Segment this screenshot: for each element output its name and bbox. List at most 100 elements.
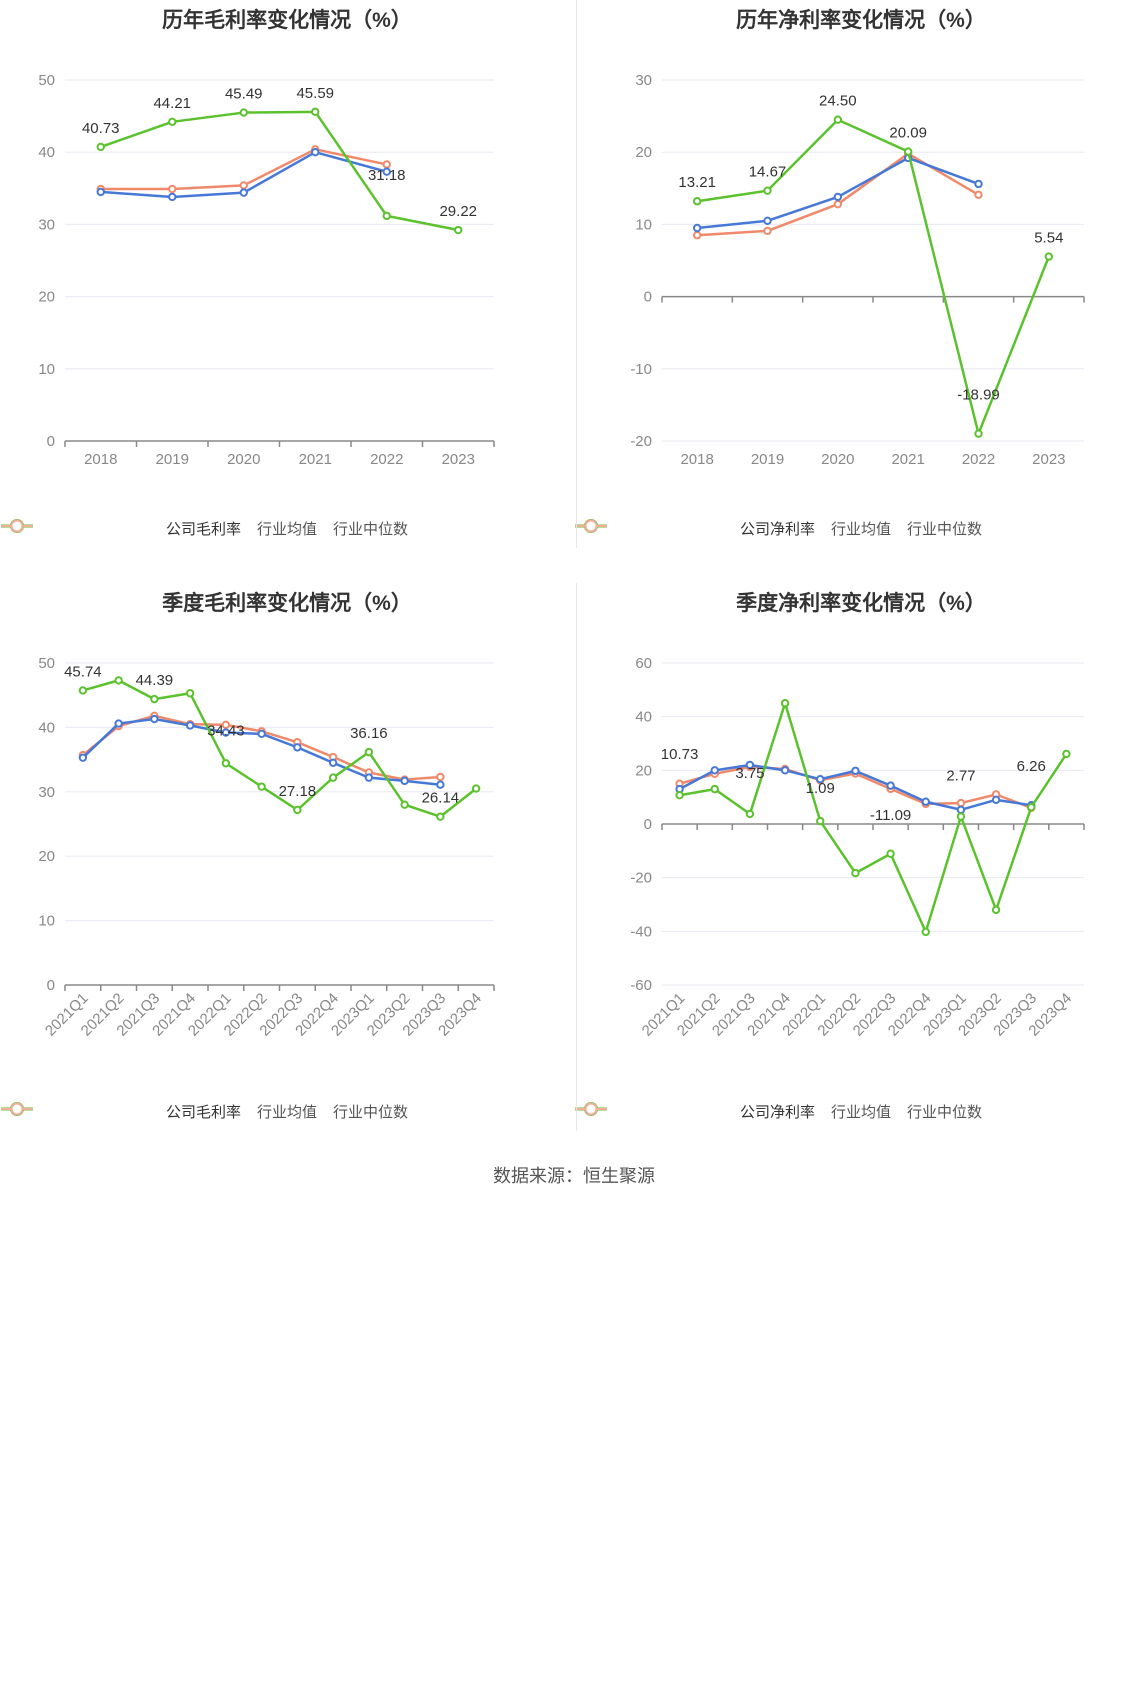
data-point: [185, 721, 195, 730]
y-tick-label: 40: [38, 719, 55, 736]
y-tick-label: -20: [630, 433, 652, 450]
y-tick-label: -10: [630, 361, 652, 378]
data-point: [675, 791, 684, 800]
data-point: [436, 812, 445, 821]
y-tick-label: 40: [38, 144, 55, 161]
data-point: [257, 729, 266, 739]
data-point: [168, 192, 177, 202]
data-point: [991, 905, 1001, 915]
data-label: 44.39: [136, 672, 174, 689]
data-point: [471, 784, 481, 793]
data-point: [763, 186, 772, 195]
data-point: [114, 676, 123, 685]
data-point: [921, 927, 930, 937]
chart-title: 历年净利率变化情况（%）: [736, 9, 986, 32]
y-tick-label: 20: [635, 762, 652, 779]
data-label: -18.99: [957, 387, 1000, 404]
chart-panel-quarterly-gross: 季度毛利率变化情况（%） 0 10 20 30 40 50 2021Q1 2021Q2 2021…: [0, 583, 574, 1166]
data-point: [239, 181, 248, 190]
data-point: [692, 231, 702, 240]
legend-marker-median-icon: [575, 519, 607, 533]
x-tick-label: 2023: [442, 451, 475, 468]
data-point: [886, 781, 895, 790]
chart-legend: 公司毛利率 行业均值 行业中位数: [0, 518, 574, 539]
legend-label: 公司净利率: [739, 1104, 815, 1121]
data-point: [185, 689, 195, 698]
y-tick-label: 0: [644, 289, 652, 306]
data-label: 20.09: [889, 125, 927, 142]
data-point: [400, 800, 409, 809]
chart-svg-annual-gross: 0 10 20 30 40 50 2018 2019 2020 2021 2022 2023 40.73…: [38, 72, 495, 468]
legend-item-median[interactable]: 行业中位数: [1, 1101, 409, 1122]
data-label: 40.73: [82, 120, 120, 137]
data-point: [851, 868, 860, 878]
data-point: [328, 758, 338, 768]
data-point: [763, 226, 772, 236]
data-point: [328, 773, 338, 782]
chart-title: 季度毛利率变化情况（%）: [162, 592, 412, 615]
data-point: [221, 759, 231, 768]
data-point: [150, 714, 159, 724]
data-point: [221, 728, 231, 737]
data-point: [710, 766, 719, 775]
data-label: 36.16: [350, 725, 388, 742]
data-point: [745, 809, 755, 819]
y-tick-label: 10: [38, 361, 55, 378]
data-point: [311, 107, 320, 117]
data-point: [956, 805, 966, 814]
data-point: [221, 720, 231, 730]
data-point: [239, 108, 248, 117]
data-point: [692, 197, 702, 206]
data-label: 27.18: [279, 783, 317, 800]
data-point: [816, 774, 825, 784]
chart-svg-annual-net: -20 -10 0 10 20 30 2018 2019 2020 2021 2022 2023 13.…: [630, 72, 1085, 468]
x-tick-label: 2019: [751, 451, 784, 468]
data-point: [974, 190, 983, 199]
legend-label: 行业中位数: [333, 521, 409, 538]
y-tick-label: 20: [635, 144, 652, 161]
legend-item-median[interactable]: 行业中位数: [575, 1101, 982, 1122]
y-tick-label: 50: [38, 72, 55, 89]
chart-svg-quarterly-gross: 010203040502021Q12021Q22021Q32021Q42022Q…: [38, 655, 495, 1040]
y-tick-label: 60: [635, 655, 652, 672]
data-point: [833, 115, 843, 124]
data-point: [956, 812, 966, 821]
legend-item-median[interactable]: 行业中位数: [1, 518, 409, 539]
chart-panel-annual-gross: 历年毛利率变化情况（%） 0 10 20 30 40 50 2018 2019 2020 2021…: [0, 0, 574, 583]
data-label: 14.67: [749, 164, 787, 181]
data-point: [763, 216, 772, 225]
chart-svg-quarterly-net: -60-40-2002040602021Q12021Q22021Q32021Q4…: [630, 655, 1085, 1040]
chart-panel-quarterly-net: 季度净利率变化情况（%） -60 -40 -20 0 20 40 60 2021Q1 2021Q…: [574, 583, 1148, 1166]
data-label: 5.54: [1034, 230, 1063, 247]
chart-legend: 公司净利率 行业均值 行业中位数: [574, 1101, 1148, 1122]
legend-item-median[interactable]: 行业中位数: [575, 518, 983, 539]
data-label: 24.50: [819, 93, 857, 110]
series-line-company: [100, 110, 459, 232]
data-point: [382, 167, 391, 176]
legend-label: 公司毛利率: [165, 1104, 241, 1121]
data-label: 6.26: [1017, 758, 1046, 775]
legend-label: 行业中位数: [907, 521, 983, 538]
x-tick-label: 2021: [299, 451, 332, 468]
x-tick-label: 2021: [891, 451, 924, 468]
data-point: [96, 142, 105, 152]
legend-label: 行业均值: [830, 521, 891, 538]
x-tick-label: 2023: [1032, 451, 1065, 468]
data-point: [436, 780, 445, 789]
legend-label: 行业中位数: [333, 1104, 409, 1121]
x-tick-label: 2020: [821, 451, 854, 468]
legend-marker-median-icon: [1, 1102, 33, 1116]
data-point: [382, 211, 391, 221]
data-point: [293, 743, 302, 752]
data-label: 13.21: [678, 174, 716, 191]
data-point: [833, 199, 843, 209]
data-point: [78, 753, 88, 762]
data-point: [886, 849, 895, 858]
data-point: [692, 223, 702, 233]
y-tick-label: 30: [635, 72, 652, 89]
data-label: 45.49: [225, 86, 263, 103]
y-tick-label: 0: [47, 433, 55, 450]
data-point: [293, 805, 302, 815]
data-point: [96, 187, 105, 197]
data-point: [1044, 252, 1054, 261]
